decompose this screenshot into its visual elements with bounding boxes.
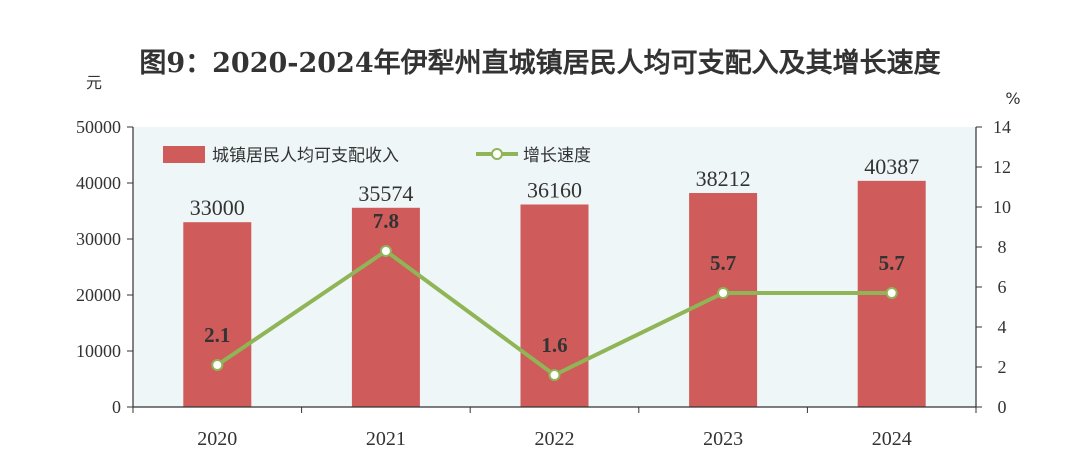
right-tick-label: 10 [993,197,1011,217]
left-tick-label: 20000 [76,285,121,305]
bar-value-label: 35574 [358,181,413,206]
right-tick-label: 14 [993,117,1011,137]
right-tick-label: 0 [998,397,1007,417]
growth-value-label: 5.7 [710,251,736,275]
growth-value-label: 1.6 [541,333,567,357]
chart-title: 图9：2020-2024年伊犁州直城镇居民人均可支配入及其增长速度 [139,47,940,79]
bar-2021 [351,207,420,407]
bar-value-label: 40387 [864,154,919,179]
right-axis-unit: % [1005,89,1020,108]
right-tick-label: 2 [998,357,1007,377]
growth-point-2021 [379,245,392,257]
right-tick-label: 6 [998,277,1007,297]
left-tick-label: 50000 [76,117,121,137]
left-tick-label: 0 [112,397,121,417]
bar-value-label: 36160 [527,178,582,203]
x-tick-label: 2020 [197,428,237,450]
left-tick-label: 10000 [76,341,121,361]
legend-line-marker [491,148,503,160]
right-tick-label: 4 [998,317,1007,337]
left-tick-label: 30000 [76,229,121,249]
right-tick-label: 8 [998,237,1007,257]
growth-point-2022 [548,369,561,381]
growth-value-label: 2.1 [204,323,230,347]
bar-2023 [689,193,758,407]
bar-value-label: 33000 [190,195,245,220]
x-tick-label: 2022 [535,428,575,450]
legend-bar-swatch [163,146,205,163]
legend-bar-label: 城镇居民人均可支配收入 [212,146,399,166]
right-tick-label: 12 [993,157,1011,177]
bar-2020 [183,222,252,407]
growth-value-label: 7.8 [373,209,399,233]
left-tick-label: 40000 [76,173,121,193]
growth-point-2020 [211,359,224,371]
growth-point-2024 [885,287,898,299]
x-tick-label: 2021 [366,428,406,450]
x-tick-label: 2024 [872,428,912,450]
legend-line-label: 增长速度 [523,146,591,166]
growth-value-label: 5.7 [879,251,905,275]
x-tick-label: 2023 [703,428,743,450]
growth-point-2023 [717,287,730,299]
bar-value-label: 38212 [696,166,751,191]
left-axis-unit: 元 [86,73,102,92]
